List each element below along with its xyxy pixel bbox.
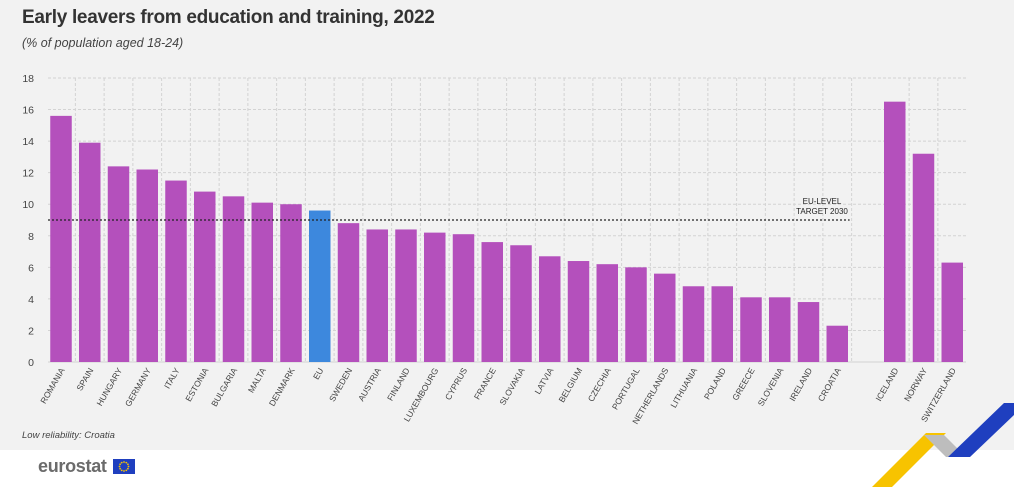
bar-denmark xyxy=(280,204,302,362)
x-tick-label: BULGARIA xyxy=(209,366,239,409)
x-tick-label: GREECE xyxy=(730,366,757,402)
bar-czechia xyxy=(596,264,618,362)
bar-ireland xyxy=(797,302,820,362)
bar-slovenia xyxy=(769,297,791,362)
blue-chevron xyxy=(948,403,1014,457)
y-tick-label: 2 xyxy=(28,325,34,337)
x-tick-label: ESTONIA xyxy=(183,366,210,403)
eurostat-wordmark: eurostat xyxy=(38,455,107,476)
x-tick-label: FINLAND xyxy=(385,366,412,403)
y-tick-label: 6 xyxy=(28,262,34,274)
bar-norway xyxy=(912,153,935,362)
y-tick-label: 10 xyxy=(22,199,34,211)
bar-romania xyxy=(50,115,72,362)
footer-band xyxy=(0,450,1014,487)
x-tick-label: MALTA xyxy=(246,366,268,395)
bar-hungary xyxy=(107,166,130,362)
bar-germany xyxy=(136,169,158,362)
bar-switzerland xyxy=(941,262,963,362)
x-tick-label: EU xyxy=(311,366,326,381)
decorative-corner-chevrons xyxy=(872,403,1014,487)
y-tick-label: 14 xyxy=(22,136,34,148)
bar-poland xyxy=(711,286,733,362)
y-axis: 0 2 4 6 8 10 12 14 16 18 xyxy=(22,73,34,369)
bar-belgium xyxy=(567,261,590,362)
bar-luxembourg xyxy=(424,232,446,362)
x-tick-label: LITHUANIA xyxy=(668,366,699,410)
x-tick-label: FRANCE xyxy=(472,366,498,402)
eu-flag-icon xyxy=(112,458,135,474)
x-tick-label: POLAND xyxy=(702,366,728,401)
bar-lithuania xyxy=(682,286,705,362)
bar-malta xyxy=(251,202,273,362)
bar-finland xyxy=(395,229,417,362)
bar-austria xyxy=(366,229,388,362)
target-label: TARGET 2030 xyxy=(796,207,848,216)
x-tick-label: GERMANY xyxy=(123,366,153,409)
y-tick-label: 4 xyxy=(28,294,34,306)
bar-chart: 0 2 4 6 8 10 12 14 16 18 ROMANIA SPAINHUNGARYGERMA… xyxy=(22,73,966,426)
bar-cyprus xyxy=(452,234,475,362)
x-tick-label: SWEDEN xyxy=(327,366,354,403)
x-tick-label: BELGIUM xyxy=(556,366,584,404)
bar-netherlands xyxy=(654,273,676,362)
x-tick-label: ROMANIA xyxy=(38,366,67,406)
x-tick-label: HUNGARY xyxy=(94,366,124,408)
y-tick-label: 12 xyxy=(22,168,34,180)
x-tick-label: PORTUGAL xyxy=(610,366,642,412)
bar-france xyxy=(481,242,503,362)
target-label: EU-LEVEL xyxy=(803,197,842,206)
x-tick-label: LATVIA xyxy=(532,366,555,396)
bar-croatia xyxy=(826,325,848,362)
footnote: Low reliability: Croatia xyxy=(22,430,115,441)
x-tick-label: SLOVENIA xyxy=(756,366,786,408)
bar-portugal xyxy=(625,267,647,362)
x-tick-label: CYPRUS xyxy=(443,366,470,402)
chart-title: Early leavers from education and trainin… xyxy=(22,7,435,28)
bar-iceland xyxy=(884,101,906,363)
eurostat-logo: eurostat xyxy=(38,455,135,477)
bar-estonia xyxy=(194,191,216,362)
bar-latvia xyxy=(539,256,561,362)
x-tick-label: CZECHIA xyxy=(586,366,613,404)
y-tick-label: 18 xyxy=(22,73,34,85)
bars xyxy=(50,101,963,363)
bar-eu xyxy=(309,210,331,362)
bar-slovakia xyxy=(510,245,532,362)
y-tick-label: 0 xyxy=(28,357,34,369)
y-tick-label: 8 xyxy=(28,231,34,243)
x-tick-label: SLOVAKIA xyxy=(497,366,527,407)
bar-sweden xyxy=(337,223,360,362)
bar-spain xyxy=(79,142,101,362)
x-tick-label: DENMARK xyxy=(267,366,297,408)
bar-greece xyxy=(740,297,762,362)
yellow-chevron xyxy=(872,433,946,487)
chart-subtitle: (% of population aged 18-24) xyxy=(22,36,184,50)
y-tick-label: 16 xyxy=(22,105,34,117)
x-tick-label: AUSTRIA xyxy=(356,366,383,403)
x-tick-label: IRELAND xyxy=(787,366,814,403)
bar-italy xyxy=(165,180,187,362)
x-tick-label: ITALY xyxy=(162,366,182,391)
bar-bulgaria xyxy=(222,196,245,362)
x-tick-label: SPAIN xyxy=(74,366,95,393)
x-tick-label: CROATIA xyxy=(816,366,843,403)
